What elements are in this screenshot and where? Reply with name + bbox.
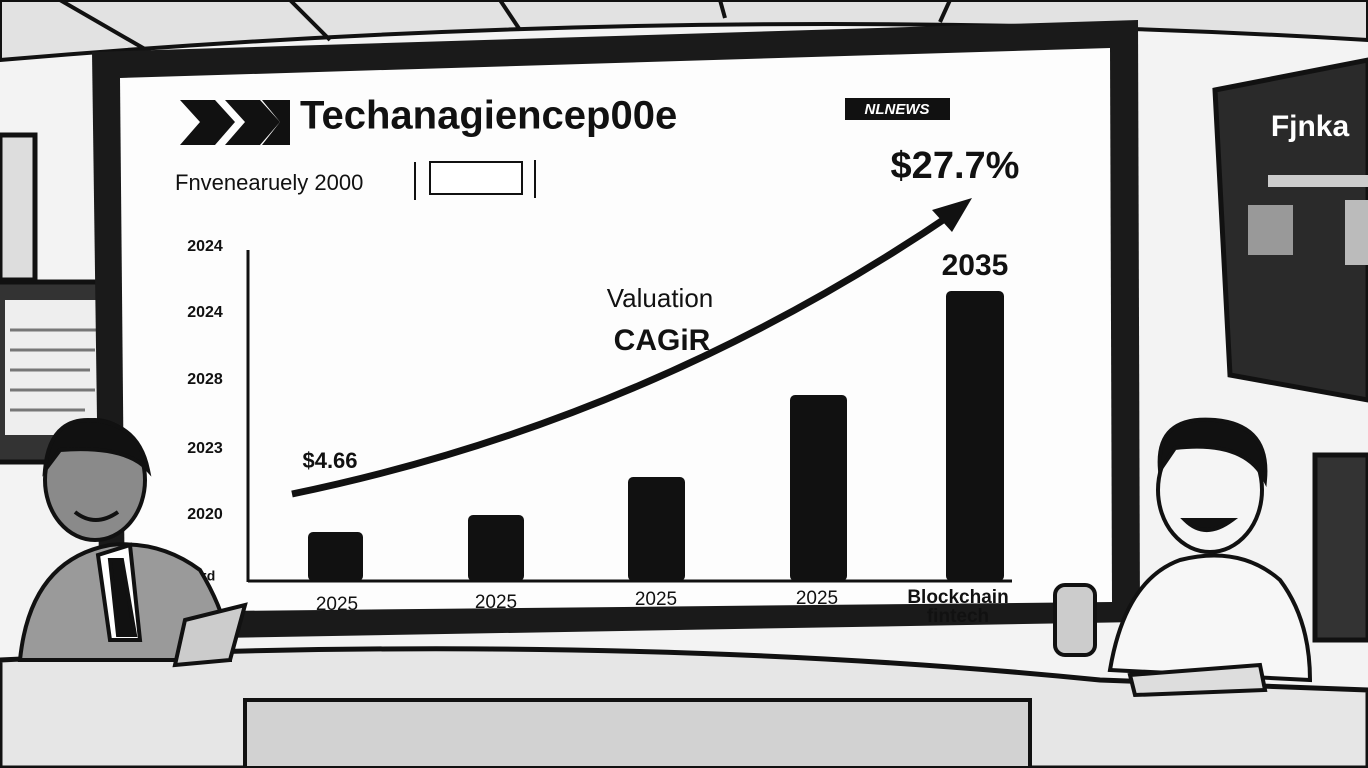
sponsor-logo: [429, 161, 523, 195]
left-monitor-screen: [5, 300, 105, 435]
y-label: 2028: [187, 371, 223, 388]
shape: [225, 100, 280, 145]
screen-title: Techanagiencep00e: [300, 94, 677, 138]
shape: [107, 558, 138, 637]
ceiling-lines: [58, 0, 952, 54]
y-label: 2023: [187, 440, 223, 457]
shape: [1053, 583, 1097, 657]
x-label: 2025: [635, 589, 677, 610]
side-monitor-title: Fjnka: [1271, 110, 1350, 143]
screen: [120, 48, 1112, 612]
left-monitor-lines: [10, 328, 100, 412]
bar: [946, 291, 1004, 581]
shape: [1157, 417, 1268, 488]
side-monitor-thumb: [1345, 200, 1368, 265]
ceiling: [0, 0, 1368, 63]
headline: $27.7%: [891, 145, 1020, 187]
y-label: 2020: [187, 506, 223, 523]
x-label: fintech: [927, 606, 989, 627]
shape: [498, 0, 522, 32]
right-anchor: [1053, 417, 1313, 698]
arrow-head: [932, 198, 972, 232]
desk-front: [243, 698, 1032, 768]
side-monitor-lower: [1312, 452, 1368, 643]
y-label: 2024: [187, 238, 223, 255]
shape: [180, 100, 235, 145]
bar: [790, 395, 847, 581]
trend-line: [291, 209, 957, 498]
shape: [73, 510, 120, 522]
start-label: $4.66: [302, 448, 357, 473]
x-label: 2025: [796, 588, 838, 609]
shape: [1107, 553, 1313, 683]
x-label: 2025: [316, 594, 358, 615]
subtitle: Fnvenearuely 2000: [175, 170, 363, 195]
shape: [1127, 662, 1268, 698]
annotation: Valuation: [607, 283, 714, 313]
x-label: 2025: [475, 592, 517, 613]
shape: [718, 0, 727, 19]
logo: [180, 100, 290, 145]
side-monitor-thumb: [1248, 205, 1293, 255]
annotation: CAGiR: [614, 324, 711, 357]
side-monitor-bar: [1268, 175, 1368, 187]
badge: NLNEWS: [865, 101, 930, 118]
shape: [1180, 518, 1239, 532]
left-monitor-top: [0, 132, 38, 283]
x-label: Blockchain: [907, 587, 1008, 608]
y-label: 2024: [187, 304, 223, 321]
shape: [172, 602, 248, 668]
shape: [58, 0, 152, 54]
bar: [468, 515, 524, 581]
shape: [938, 0, 952, 23]
shape: [288, 0, 332, 42]
shape: [262, 100, 290, 145]
bars: [308, 291, 1004, 581]
left-anchor: [17, 418, 248, 668]
bar: [308, 532, 363, 581]
badge-bg: [845, 98, 950, 120]
bar: [628, 477, 685, 581]
end-label: 2035: [942, 249, 1009, 282]
shape: [42, 418, 152, 477]
